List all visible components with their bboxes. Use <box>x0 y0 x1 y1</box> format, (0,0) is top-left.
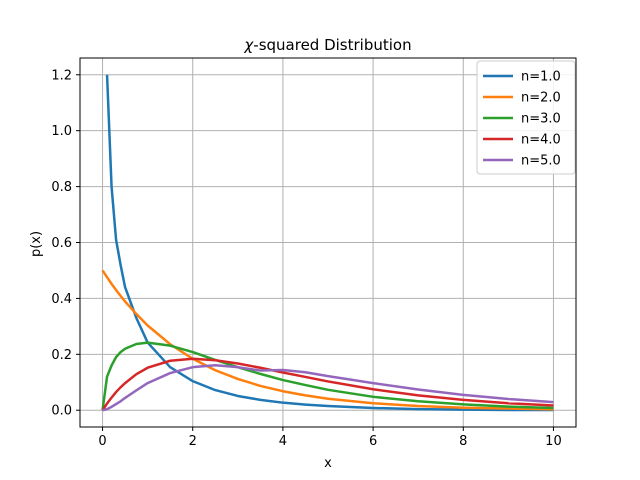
x-axis-ticks: 0 2 4 6 8 10 <box>98 427 562 449</box>
series-line-5 <box>102 363 554 412</box>
y-tick-label: 0.8 <box>51 180 72 195</box>
x-axis-label: x <box>324 456 332 471</box>
series-lines <box>101 74 554 412</box>
series-line-1 <box>105 74 554 412</box>
y-tick-label: 0.6 <box>51 236 72 251</box>
x-tick-label: 8 <box>459 434 467 449</box>
y-tick-label: 0.0 <box>51 404 72 419</box>
x-tick-label: 2 <box>189 434 197 449</box>
series-line-2 <box>101 269 554 411</box>
x-tick-label: 10 <box>545 434 562 449</box>
legend-label: n=5.0 <box>521 154 561 169</box>
x-tick-label: 6 <box>369 434 377 449</box>
x-tick-label: 0 <box>98 434 106 449</box>
y-tick-label: 0.4 <box>51 292 72 307</box>
legend-label: n=1.0 <box>521 70 561 85</box>
chart-title: χ-squared Distribution <box>243 36 411 54</box>
legend-box <box>476 60 576 175</box>
x-tick-label: 4 <box>279 434 287 449</box>
y-axis-ticks: 0.0 0.2 0.4 0.6 0.8 1.0 1.2 <box>51 68 80 419</box>
legend: n=1.0 n=2.0 n=3.0 n=4.0 n=5.0 <box>476 60 576 175</box>
y-tick-label: 1.2 <box>51 68 72 83</box>
y-tick-label: 1.0 <box>51 124 72 139</box>
legend-label: n=4.0 <box>521 133 561 148</box>
legend-label: n=2.0 <box>521 91 561 106</box>
y-axis-label: p(x) <box>29 231 44 257</box>
y-tick-label: 0.2 <box>51 348 72 363</box>
legend-label: n=3.0 <box>521 112 561 127</box>
grid <box>80 58 576 427</box>
series-line-4 <box>101 357 554 411</box>
